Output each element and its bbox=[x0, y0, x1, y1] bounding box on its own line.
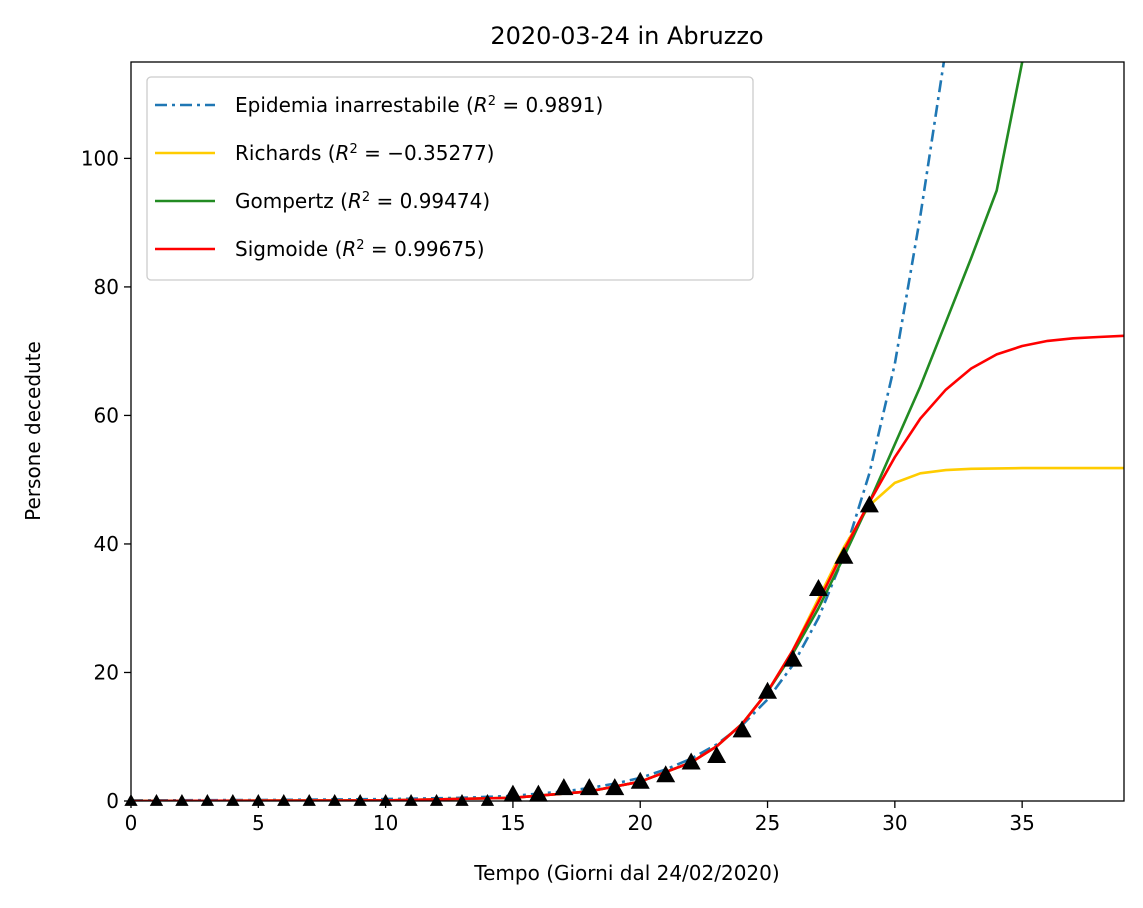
x-axis: 0 5 10 15 20 25 30 35 bbox=[125, 801, 1035, 835]
observed-point bbox=[859, 495, 879, 513]
x-tick-label: 0 bbox=[125, 811, 138, 835]
observed-point bbox=[503, 784, 523, 802]
observed-point bbox=[378, 794, 393, 806]
observed-markers bbox=[124, 495, 879, 806]
legend-entry: Richards (R2 = −0.35277) bbox=[235, 141, 494, 165]
observed-point bbox=[277, 794, 291, 806]
x-tick-label: 15 bbox=[500, 811, 525, 835]
observed-point bbox=[656, 765, 676, 783]
observed-point bbox=[758, 681, 778, 699]
observed-point bbox=[554, 778, 574, 796]
observed-point bbox=[251, 794, 265, 806]
x-tick-label: 5 bbox=[252, 811, 265, 835]
y-tick-label: 20 bbox=[94, 660, 119, 684]
observed-point bbox=[579, 778, 599, 796]
observed-point bbox=[429, 794, 444, 806]
y-tick-label: 80 bbox=[94, 275, 119, 299]
x-tick-label: 10 bbox=[373, 811, 398, 835]
observed-point bbox=[404, 794, 418, 806]
y-tick-label: 60 bbox=[94, 403, 119, 427]
observed-point bbox=[834, 546, 854, 564]
legend-entry: Gompertz (R2 = 0.99474) bbox=[235, 189, 490, 213]
observed-point bbox=[681, 752, 701, 770]
observed-point bbox=[605, 778, 625, 796]
observed-point bbox=[226, 794, 240, 806]
observed-point bbox=[528, 784, 548, 802]
y-tick-label: 100 bbox=[81, 146, 119, 170]
chart-title: 2020-03-24 in Abruzzo bbox=[490, 22, 763, 50]
x-tick-label: 30 bbox=[882, 811, 907, 835]
legend-entry: Epidemia inarrestabile (R2 = 0.9891) bbox=[235, 93, 603, 117]
y-axis: 0 20 40 60 80 100 bbox=[81, 146, 131, 813]
legend: Epidemia inarrestabile (R2 = 0.9891) Rich… bbox=[146, 76, 754, 281]
plot-frame bbox=[130, 61, 1125, 802]
series-line bbox=[131, 62, 946, 801]
observed-point bbox=[732, 720, 752, 738]
legend-entry: Sigmoide (R2 = 0.99675) bbox=[235, 237, 485, 261]
x-tick-label: 20 bbox=[628, 811, 653, 835]
y-tick-label: 40 bbox=[94, 532, 119, 556]
observed-point bbox=[353, 794, 367, 806]
observed-point bbox=[480, 794, 495, 806]
observed-point bbox=[630, 771, 650, 789]
observed-point bbox=[200, 794, 215, 806]
observed-point bbox=[302, 794, 316, 806]
y-axis-label: Persone decedute bbox=[21, 341, 45, 521]
observed-point bbox=[328, 794, 342, 806]
observed-point bbox=[455, 794, 469, 806]
observed-point bbox=[149, 794, 164, 806]
x-axis-label: Tempo (Giorni dal 24/02/2020) bbox=[473, 861, 779, 885]
observed-point bbox=[175, 794, 189, 806]
y-tick-label: 0 bbox=[106, 789, 119, 813]
x-tick-label: 35 bbox=[1009, 811, 1034, 835]
x-tick-label: 25 bbox=[755, 811, 780, 835]
observed-point bbox=[707, 746, 727, 764]
legend-frame bbox=[146, 76, 754, 281]
observed-point bbox=[783, 649, 803, 667]
observed-point bbox=[808, 578, 828, 596]
